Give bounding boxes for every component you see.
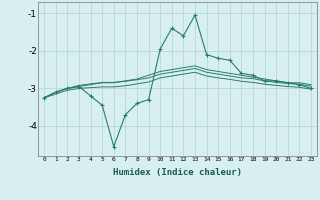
X-axis label: Humidex (Indice chaleur): Humidex (Indice chaleur) (113, 168, 242, 177)
